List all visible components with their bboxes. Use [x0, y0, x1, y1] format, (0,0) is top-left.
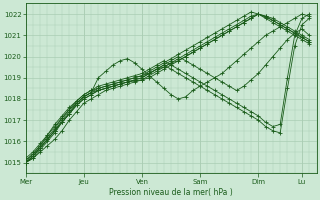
- X-axis label: Pression niveau de la mer( hPa ): Pression niveau de la mer( hPa ): [109, 188, 233, 197]
